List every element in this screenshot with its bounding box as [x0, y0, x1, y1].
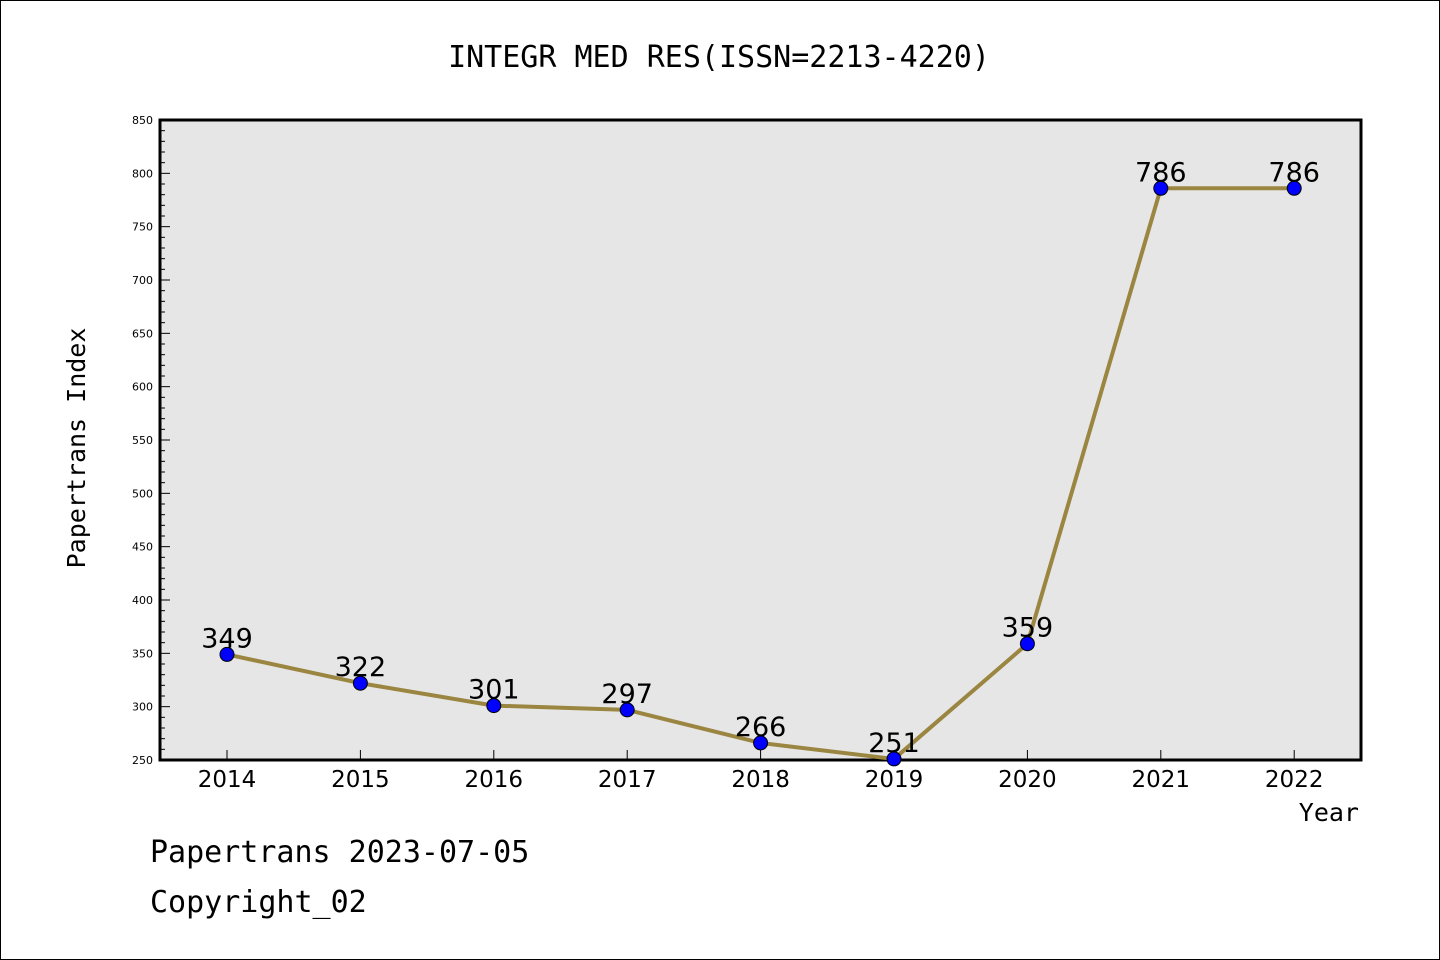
data-point [619, 702, 635, 718]
data-point [1153, 180, 1169, 196]
y-tick-label: 700 [132, 274, 153, 287]
data-point [886, 751, 902, 767]
data-label: 251 [868, 728, 920, 759]
plot-area [158, 118, 1363, 762]
y-tick-label: 250 [132, 754, 153, 767]
x-axis-label: Year [1299, 798, 1359, 827]
x-tick-label: 2022 [1265, 767, 1324, 793]
x-tick-label: 2019 [865, 767, 924, 793]
data-label: 322 [335, 652, 387, 683]
y-tick-label: 650 [132, 327, 153, 340]
y-tick-label: 850 [132, 114, 153, 127]
y-tick-label: 300 [132, 701, 153, 714]
x-tick-label: 2021 [1132, 767, 1191, 793]
data-labels-layer: 349 322 301 297 266 251 359 786 786 [201, 157, 1320, 759]
chart-title: INTEGR MED RES(ISSN=2213-4220) [448, 40, 990, 75]
data-label: 297 [601, 679, 653, 710]
data-label: 301 [468, 675, 520, 706]
y-tick-label: 500 [132, 487, 153, 500]
y-tick-label: 600 [132, 381, 153, 394]
data-point [486, 698, 502, 714]
y-tick-label: 750 [132, 221, 153, 234]
x-tick-label: 2014 [198, 767, 257, 793]
x-tick-label: 2018 [731, 767, 790, 793]
data-point [753, 735, 769, 751]
data-label: 359 [1002, 613, 1054, 644]
data-point [1286, 180, 1302, 196]
x-tick-label: 2017 [598, 767, 657, 793]
data-label: 786 [1268, 157, 1320, 188]
y-axis-ticks: 250 300 350 400 450 500 550 600 650 700 750 800 850 [132, 114, 170, 767]
data-label: 266 [735, 712, 787, 743]
series-layer [219, 180, 1302, 767]
y-tick-label: 800 [132, 167, 153, 180]
footer-date-text: Papertrans 2023-07-05 [150, 835, 530, 870]
data-label: 349 [201, 623, 253, 654]
y-tick-label: 550 [132, 434, 153, 447]
data-point [1019, 636, 1035, 652]
y-tick-label: 350 [132, 647, 153, 660]
data-point [219, 646, 235, 662]
y-tick-label: 400 [132, 594, 153, 607]
x-tick-label: 2015 [331, 767, 390, 793]
x-axis-ticks: 2014 2015 2016 2017 2018 2019 2020 2021 2022 [198, 750, 1324, 793]
y-axis-label: Papertrans Index [62, 328, 91, 569]
data-label: 786 [1135, 157, 1187, 188]
x-tick-label: 2016 [465, 767, 524, 793]
y-tick-label: 450 [132, 541, 153, 554]
x-tick-label: 2020 [998, 767, 1057, 793]
data-point [352, 675, 368, 691]
footer-copyright-text: Copyright_02 [150, 885, 367, 920]
